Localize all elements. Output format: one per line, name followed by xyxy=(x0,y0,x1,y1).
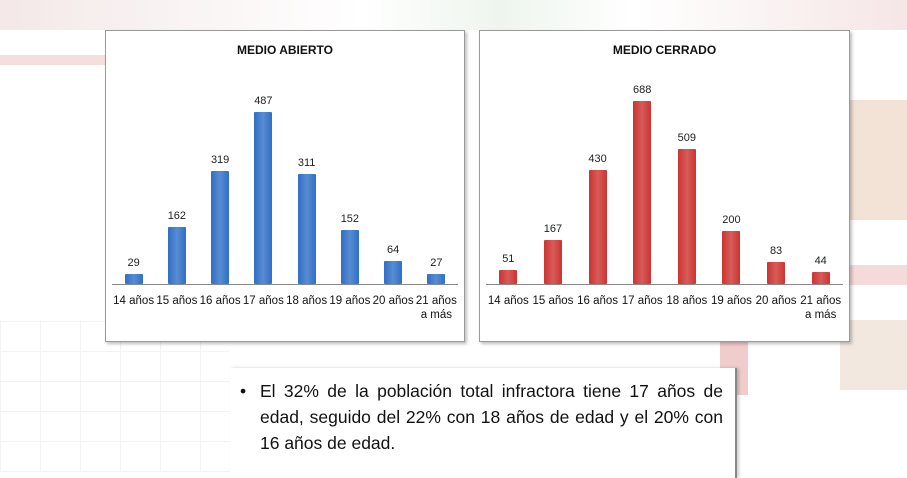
background-decor xyxy=(840,320,907,390)
x-tick-label: 21 años a más xyxy=(414,294,458,322)
data-label: 487 xyxy=(243,95,283,107)
data-label: 167 xyxy=(533,223,573,235)
bar xyxy=(211,171,229,284)
x-tick-label: 15 años xyxy=(155,294,199,308)
x-axis xyxy=(112,284,458,285)
data-label: 29 xyxy=(114,257,154,269)
bar xyxy=(812,272,830,284)
bullet-text: El 32% de la población total infractora … xyxy=(260,378,723,456)
bar xyxy=(254,112,272,284)
x-tick-label: 20 años xyxy=(754,294,798,308)
x-tick-label: 20 años xyxy=(371,294,415,308)
slide: MEDIO ABIERTO 29 14 años 162 15 años 319 16 añ… xyxy=(0,0,907,472)
bar xyxy=(125,274,143,284)
x-tick-label: 15 años xyxy=(531,294,575,308)
data-label: 200 xyxy=(711,214,751,226)
x-tick-label: 16 años xyxy=(576,294,620,308)
x-tick-label: 18 años xyxy=(285,294,329,308)
bar xyxy=(678,149,696,284)
background-decor xyxy=(0,0,907,30)
x-tick-label: 18 años xyxy=(665,294,709,308)
x-tick-label: 17 años xyxy=(241,294,285,308)
x-tick-label: 14 años xyxy=(486,294,530,308)
data-label: 319 xyxy=(200,154,240,166)
data-label: 162 xyxy=(157,210,197,222)
data-label: 27 xyxy=(416,257,456,269)
data-label: 44 xyxy=(801,255,841,267)
x-tick-label: 19 años xyxy=(709,294,753,308)
data-label: 430 xyxy=(578,153,618,165)
x-tick-label: 16 años xyxy=(198,294,242,308)
x-tick-label: 17 años xyxy=(620,294,664,308)
x-tick-label: 21 años a más xyxy=(799,294,843,322)
background-decor xyxy=(0,320,230,472)
data-label: 509 xyxy=(667,132,707,144)
chart-panel: MEDIO ABIERTO 29 14 años 162 15 años 319 16 añ… xyxy=(105,30,465,342)
background-decor xyxy=(848,265,907,285)
x-axis xyxy=(486,284,843,285)
background-decor xyxy=(848,100,907,220)
text-box: El 32% de la población total infractora … xyxy=(230,368,737,478)
bar xyxy=(384,261,402,284)
bar xyxy=(427,274,445,284)
bar xyxy=(499,270,517,284)
bar xyxy=(589,170,607,284)
background-decor xyxy=(0,55,105,65)
chart-title: MEDIO CERRADO xyxy=(480,43,849,57)
bar xyxy=(767,262,785,284)
bar xyxy=(168,227,186,284)
data-label: 152 xyxy=(330,213,370,225)
data-label: 51 xyxy=(488,253,528,265)
x-tick-label: 14 años xyxy=(112,294,156,308)
data-label: 311 xyxy=(287,157,327,169)
bar xyxy=(298,174,316,284)
bar xyxy=(544,240,562,284)
bar xyxy=(341,230,359,284)
chart-panel: MEDIO CERRADO 51 14 años 167 15 años 430 16 añ… xyxy=(479,30,850,342)
data-label: 64 xyxy=(373,244,413,256)
x-tick-label: 19 años xyxy=(328,294,372,308)
data-label: 688 xyxy=(622,84,662,96)
data-label: 83 xyxy=(756,245,796,257)
bar xyxy=(722,231,740,284)
bar xyxy=(633,101,651,284)
chart-title: MEDIO ABIERTO xyxy=(106,43,464,57)
